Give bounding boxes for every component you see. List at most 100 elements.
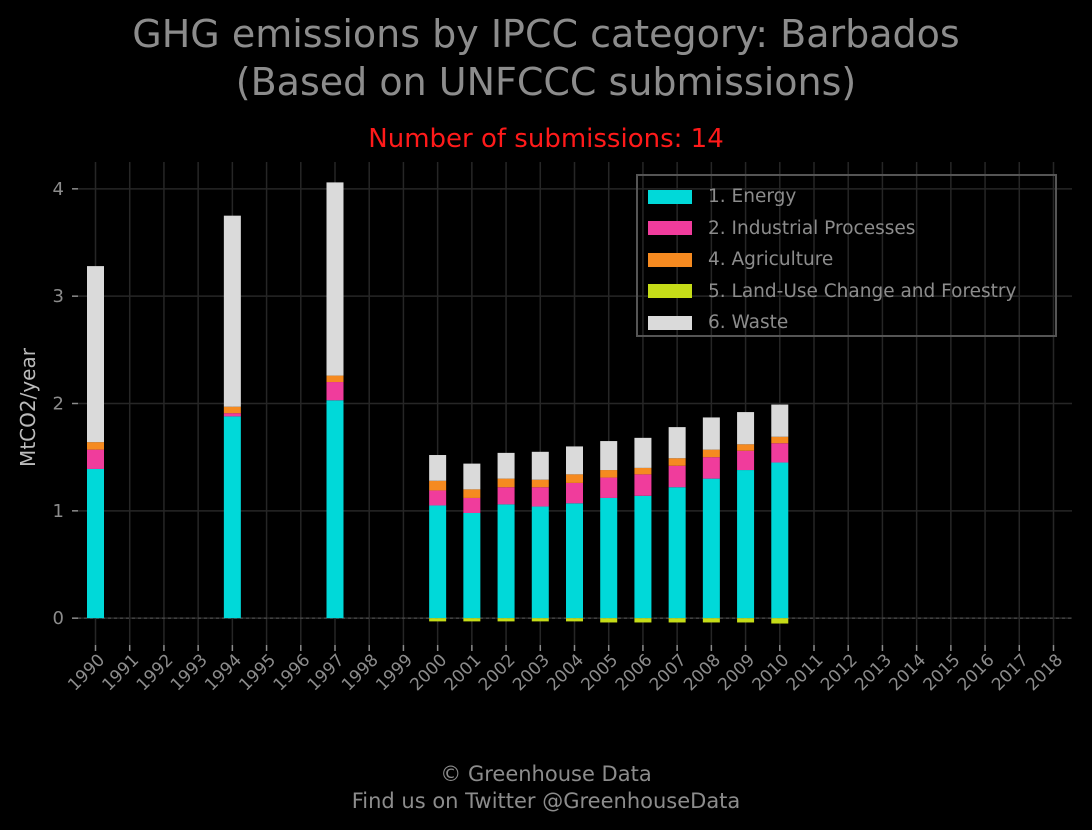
x-tick-label: 1992 [133, 650, 178, 695]
x-tick-label: 2013 [851, 650, 896, 695]
y-axis-label: MtCO2/year [16, 347, 40, 467]
x-tick-label: 2014 [885, 650, 930, 695]
bar-5-land-use-change-and-forestry [600, 618, 618, 623]
bar-1-energy [463, 512, 481, 619]
bar-2-industrial-processes [429, 490, 447, 506]
legend-item: 4. Agriculture [638, 244, 1055, 276]
bar-6-waste [429, 455, 447, 481]
bar-2-industrial-processes [566, 482, 583, 504]
x-tick-label: 2017 [988, 650, 1033, 695]
bar-2-industrial-processes [223, 413, 241, 417]
x-tick-label: 1995 [235, 650, 280, 695]
bar-2-industrial-processes [463, 497, 481, 513]
bar-6-waste [497, 452, 515, 479]
bar-4-agriculture [668, 458, 686, 466]
bar-5-land-use-change-and-forestry [702, 618, 720, 623]
x-tick-label: 2005 [578, 650, 623, 695]
bar-6-waste [463, 463, 481, 490]
bar-5-land-use-change-and-forestry [668, 618, 686, 623]
bar-2-industrial-processes [531, 487, 549, 507]
x-tick-label: 2016 [954, 650, 999, 695]
legend-swatch [648, 221, 692, 236]
bar-5-land-use-change-and-forestry [497, 618, 515, 622]
legend-swatch [648, 284, 692, 299]
bar-4-agriculture [566, 474, 583, 483]
bar-6-waste [566, 446, 583, 475]
bar-2-industrial-processes [634, 474, 652, 496]
y-tick-label: 4 [53, 179, 64, 200]
bar-2-industrial-processes [600, 477, 618, 498]
x-tick-label: 1990 [64, 650, 109, 695]
bar-4-agriculture [634, 467, 652, 475]
bar-1-energy [497, 504, 515, 619]
bar-6-waste [600, 441, 618, 471]
bar-4-agriculture [771, 436, 789, 444]
bar-5-land-use-change-and-forestry [737, 618, 755, 623]
bar-5-land-use-change-and-forestry [429, 618, 447, 622]
x-tick-label: 2002 [475, 650, 520, 695]
x-tick-label: 2018 [1022, 650, 1067, 695]
bar-1-energy [634, 495, 652, 619]
bar-1-energy [668, 487, 686, 619]
legend-swatch [648, 252, 692, 267]
legend-label: 4. Agriculture [708, 249, 834, 271]
bar-1-energy [223, 416, 241, 619]
legend-label: 6. Waste [708, 312, 789, 334]
bar-4-agriculture [702, 449, 720, 458]
bar-4-agriculture [737, 444, 755, 451]
legend-item: 5. Land-Use Change and Forestry [638, 276, 1055, 308]
bar-2-industrial-processes [771, 443, 789, 463]
legend-item: 6. Waste [638, 307, 1055, 339]
x-tick-label: 1996 [270, 650, 315, 695]
legend-label: 5. Land-Use Change and Forestry [708, 280, 1017, 302]
x-tick-label: 2007 [646, 650, 691, 695]
x-tick-label: 2003 [509, 650, 554, 695]
x-tick-label: 2006 [612, 650, 657, 695]
x-tick-label: 2008 [680, 650, 725, 695]
bar-6-waste [326, 182, 344, 376]
bar-4-agriculture [326, 375, 344, 383]
bar-1-energy [326, 400, 344, 619]
bar-2-industrial-processes [702, 457, 720, 479]
bar-4-agriculture [87, 442, 104, 450]
x-tick-label: 1999 [372, 650, 417, 695]
bar-6-waste [223, 215, 241, 407]
bar-5-land-use-change-and-forestry [463, 618, 481, 622]
bar-5-land-use-change-and-forestry [531, 618, 549, 622]
bar-2-industrial-processes [87, 449, 104, 469]
x-tick-label: 1993 [167, 650, 212, 695]
bar-4-agriculture [600, 470, 618, 478]
y-tick-label: 1 [53, 501, 64, 522]
bar-2-industrial-processes [737, 450, 755, 471]
bar-5-land-use-change-and-forestry [634, 618, 652, 623]
x-tick-label: 1997 [304, 650, 349, 695]
x-tick-label: 1994 [201, 650, 246, 695]
bar-6-waste [531, 451, 549, 480]
legend-label: 1. Energy [708, 186, 797, 208]
x-tick-label: 1991 [99, 650, 144, 695]
bar-2-industrial-processes [326, 382, 344, 401]
x-tick-label: 2011 [783, 650, 828, 695]
bar-4-agriculture [497, 478, 515, 488]
bar-1-energy [429, 505, 447, 619]
bar-1-energy [87, 468, 104, 619]
bar-5-land-use-change-and-forestry [771, 618, 789, 624]
bar-4-agriculture [531, 479, 549, 488]
legend-swatch [648, 315, 692, 330]
bar-1-energy [566, 503, 583, 619]
bar-6-waste [634, 437, 652, 468]
chart-legend: 1. Energy 2. Industrial Processes 4. Agric… [636, 174, 1057, 337]
legend-swatch [648, 189, 692, 204]
x-tick-label: 2009 [714, 650, 759, 695]
chart-subtitle: Number of submissions: 14 [368, 124, 724, 154]
emissions-chart: 0123419901991199219931994199519961997199… [16, 162, 1072, 695]
x-tick-label: 2010 [749, 650, 794, 695]
legend-label: 2. Industrial Processes [708, 217, 916, 239]
x-tick-label: 2001 [441, 650, 486, 695]
bar-6-waste [668, 427, 686, 459]
bar-1-energy [600, 497, 618, 619]
bar-4-agriculture [463, 489, 481, 498]
y-tick-label: 2 [53, 394, 64, 415]
bar-6-waste [737, 412, 755, 445]
x-tick-label: 2004 [543, 650, 588, 695]
